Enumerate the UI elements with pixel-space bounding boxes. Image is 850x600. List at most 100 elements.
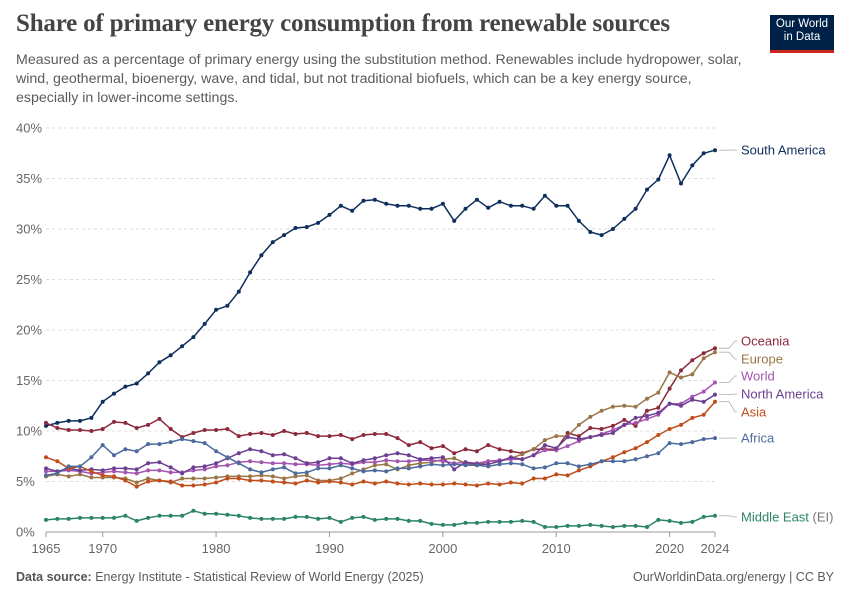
data-point[interactable]: [406, 453, 411, 458]
data-point[interactable]: [667, 386, 672, 391]
data-point[interactable]: [520, 452, 525, 457]
data-point[interactable]: [293, 432, 298, 436]
data-point[interactable]: [406, 459, 411, 464]
data-point[interactable]: [66, 474, 71, 479]
data-point[interactable]: [214, 449, 219, 454]
data-point[interactable]: [180, 344, 185, 349]
data-point[interactable]: [112, 391, 116, 396]
data-point[interactable]: [531, 453, 536, 458]
data-point[interactable]: [554, 525, 559, 529]
data-point[interactable]: [372, 460, 377, 465]
data-point[interactable]: [146, 442, 151, 447]
data-point[interactable]: [690, 372, 695, 377]
data-point[interactable]: [316, 516, 321, 521]
data-point[interactable]: [633, 446, 638, 451]
data-point[interactable]: [690, 358, 695, 363]
data-point[interactable]: [713, 350, 717, 355]
data-point[interactable]: [474, 197, 479, 202]
data-point[interactable]: [542, 476, 547, 481]
data-point[interactable]: [542, 448, 547, 453]
data-point[interactable]: [508, 480, 513, 485]
data-point[interactable]: [100, 515, 105, 520]
data-point[interactable]: [259, 470, 264, 475]
data-point[interactable]: [236, 289, 241, 294]
data-point[interactable]: [395, 466, 400, 471]
data-point[interactable]: [576, 422, 581, 427]
data-point[interactable]: [599, 408, 604, 413]
data-point[interactable]: [100, 468, 105, 473]
data-point[interactable]: [123, 470, 128, 475]
data-point[interactable]: [180, 471, 185, 476]
data-point[interactable]: [236, 461, 241, 466]
data-point[interactable]: [667, 401, 672, 406]
data-point[interactable]: [497, 482, 502, 487]
data-point[interactable]: [645, 187, 649, 192]
data-point[interactable]: [123, 478, 128, 483]
data-point[interactable]: [486, 459, 491, 464]
legend-label-asia[interactable]: Asia: [741, 405, 767, 420]
data-point[interactable]: [350, 437, 355, 442]
data-point[interactable]: [622, 523, 627, 528]
data-point[interactable]: [588, 230, 593, 234]
data-point[interactable]: [565, 461, 570, 466]
data-point[interactable]: [429, 482, 434, 487]
data-point[interactable]: [66, 464, 71, 469]
data-point[interactable]: [191, 483, 196, 488]
data-point[interactable]: [270, 516, 275, 521]
series-line-south_america[interactable]: [45, 149, 716, 427]
data-point[interactable]: [610, 431, 615, 435]
data-point[interactable]: [440, 522, 445, 527]
data-point[interactable]: [440, 463, 445, 468]
data-point[interactable]: [44, 466, 48, 471]
data-point[interactable]: [316, 463, 321, 468]
data-point[interactable]: [406, 203, 411, 208]
data-point[interactable]: [134, 381, 139, 386]
data-point[interactable]: [452, 462, 457, 467]
data-point[interactable]: [474, 449, 479, 454]
data-point[interactable]: [452, 451, 457, 456]
data-point[interactable]: [429, 456, 434, 461]
data-point[interactable]: [418, 518, 423, 523]
data-point[interactable]: [89, 475, 94, 480]
data-point[interactable]: [701, 514, 706, 519]
data-point[interactable]: [361, 198, 366, 203]
data-point[interactable]: [168, 440, 173, 445]
data-point[interactable]: [214, 511, 219, 516]
data-point[interactable]: [100, 399, 105, 404]
data-point[interactable]: [622, 417, 627, 422]
data-point[interactable]: [123, 420, 128, 425]
data-point[interactable]: [112, 515, 116, 520]
data-point[interactable]: [112, 474, 116, 479]
data-point[interactable]: [100, 427, 105, 431]
data-point[interactable]: [531, 476, 536, 481]
data-point[interactable]: [146, 422, 151, 427]
data-point[interactable]: [486, 519, 491, 524]
data-point[interactable]: [576, 434, 581, 439]
data-point[interactable]: [576, 437, 581, 442]
data-point[interactable]: [225, 455, 230, 460]
data-point[interactable]: [282, 465, 287, 470]
data-point[interactable]: [134, 426, 139, 430]
data-point[interactable]: [395, 459, 400, 464]
data-point[interactable]: [372, 468, 377, 473]
data-point[interactable]: [645, 454, 649, 459]
data-point[interactable]: [429, 462, 434, 467]
data-point[interactable]: [690, 519, 695, 524]
series-line-middle_east[interactable]: [45, 510, 716, 528]
data-point[interactable]: [123, 513, 128, 518]
data-point[interactable]: [497, 447, 502, 452]
data-point[interactable]: [338, 433, 343, 437]
data-point[interactable]: [100, 443, 105, 448]
legend-label-middle_east[interactable]: Middle East (EI): [741, 510, 833, 525]
data-point[interactable]: [44, 473, 48, 478]
data-point[interactable]: [542, 193, 547, 198]
data-point[interactable]: [645, 396, 649, 401]
data-point[interactable]: [248, 478, 253, 483]
data-point[interactable]: [316, 460, 321, 465]
data-point[interactable]: [123, 447, 128, 452]
data-point[interactable]: [146, 461, 151, 466]
data-point[interactable]: [565, 473, 570, 478]
data-point[interactable]: [622, 403, 627, 408]
data-point[interactable]: [225, 303, 230, 308]
data-point[interactable]: [202, 321, 207, 326]
